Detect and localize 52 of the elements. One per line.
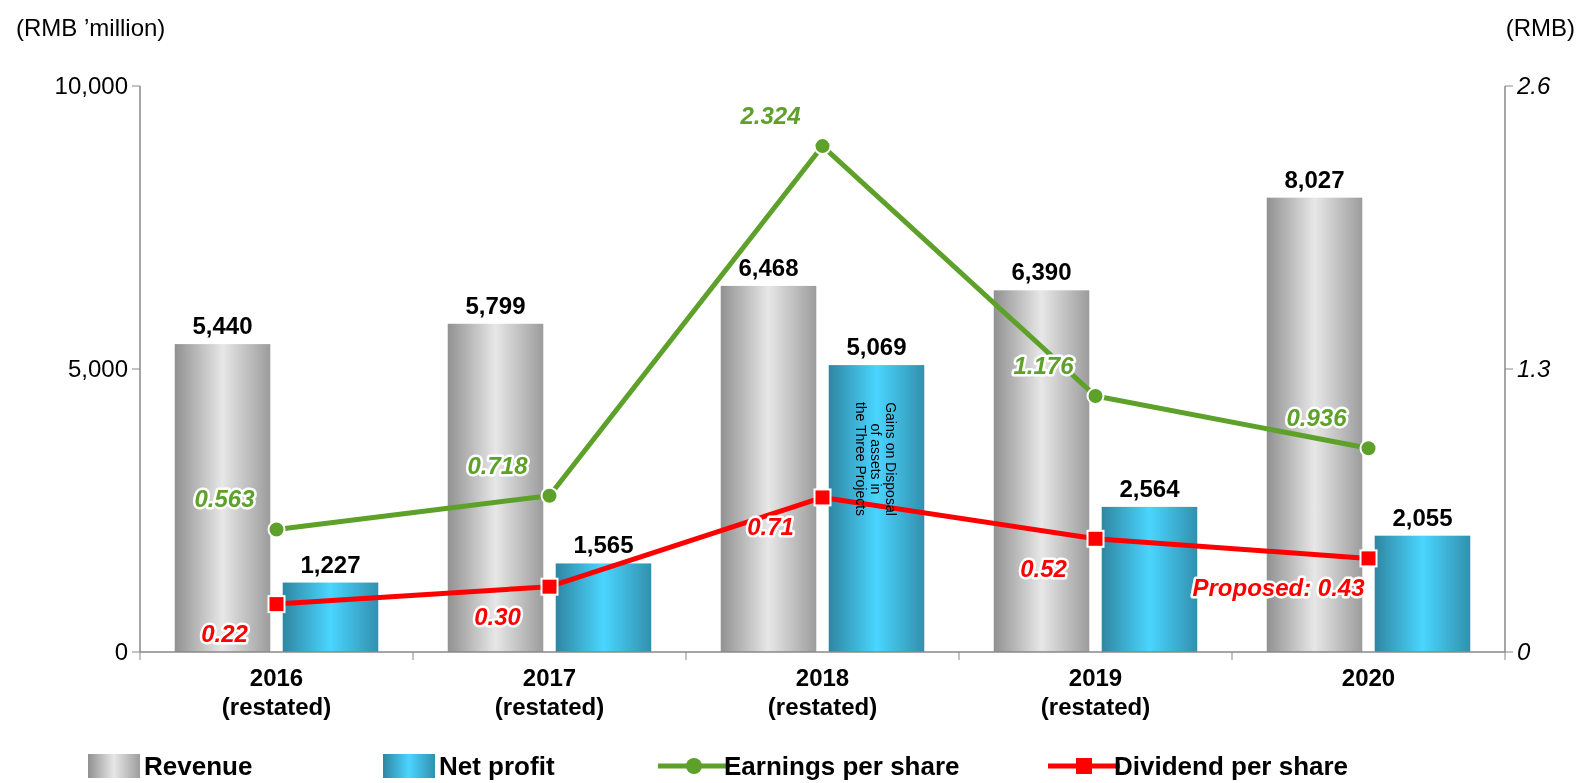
data-label: 0.52: [1020, 554, 1068, 582]
data-label: 0.718: [467, 451, 529, 479]
y2-tick-label: 2.6: [1516, 72, 1552, 99]
point: [267, 595, 286, 614]
y-tick-label: 5,000: [67, 355, 128, 382]
bar: [282, 582, 379, 652]
bar: [1374, 535, 1471, 652]
data-label: 8,027: [1284, 165, 1345, 193]
bar: [174, 344, 271, 652]
point: [1086, 386, 1105, 405]
point: [813, 488, 832, 507]
data-label: 6,390: [1011, 258, 1072, 286]
data-label: 5,799: [465, 291, 526, 319]
legend-label: Earnings per share: [724, 751, 960, 781]
annotation: Gains on Disposal of assets in the Three Projects: [853, 401, 900, 517]
data-label: 2.324: [739, 102, 801, 130]
x-tick-label: 2019 (restated): [1040, 664, 1151, 720]
legend-label: Dividend per share: [1114, 751, 1349, 781]
data-label: 2,564: [1119, 474, 1181, 502]
bar: [555, 563, 652, 652]
data-label: 6,468: [738, 253, 799, 281]
legend-label: Net profit: [439, 751, 555, 781]
data-label: 2,055: [1392, 503, 1453, 531]
data-label: 5,069: [846, 333, 907, 361]
y-axis-title: (RMB ’million): [16, 14, 166, 41]
point: [540, 577, 559, 596]
point: [1359, 549, 1378, 568]
bar: [720, 285, 817, 652]
y2-axis-title: (RMB): [1505, 14, 1575, 41]
y2-tick-label: 0: [1517, 638, 1531, 665]
legend-label: Revenue: [144, 751, 253, 781]
data-label: 0.563: [194, 485, 256, 513]
data-label: 0.22: [201, 620, 249, 648]
x-tick-label: 2016 (restated): [221, 664, 332, 720]
point: [813, 137, 832, 156]
x-tick-label: 2018 (restated): [767, 664, 878, 720]
point: [540, 486, 559, 505]
data-label: 1,565: [573, 531, 634, 559]
point: [1359, 439, 1378, 458]
data-label: 0.936: [1286, 404, 1348, 432]
data-label: 1,227: [300, 550, 361, 578]
x-tick-label: 2017 (restated): [494, 664, 605, 720]
y-tick-label: 10,000: [54, 72, 128, 99]
y-tick-label: 0: [114, 638, 128, 665]
bar: [828, 365, 925, 652]
y2-tick-label: 1.3: [1517, 355, 1552, 382]
x-tick-label: 2020: [1341, 664, 1396, 691]
data-label: 5,440: [192, 312, 253, 340]
point: [1086, 529, 1105, 548]
data-label: 0.30: [474, 602, 522, 630]
bar: [993, 290, 1090, 652]
point: [267, 520, 286, 539]
